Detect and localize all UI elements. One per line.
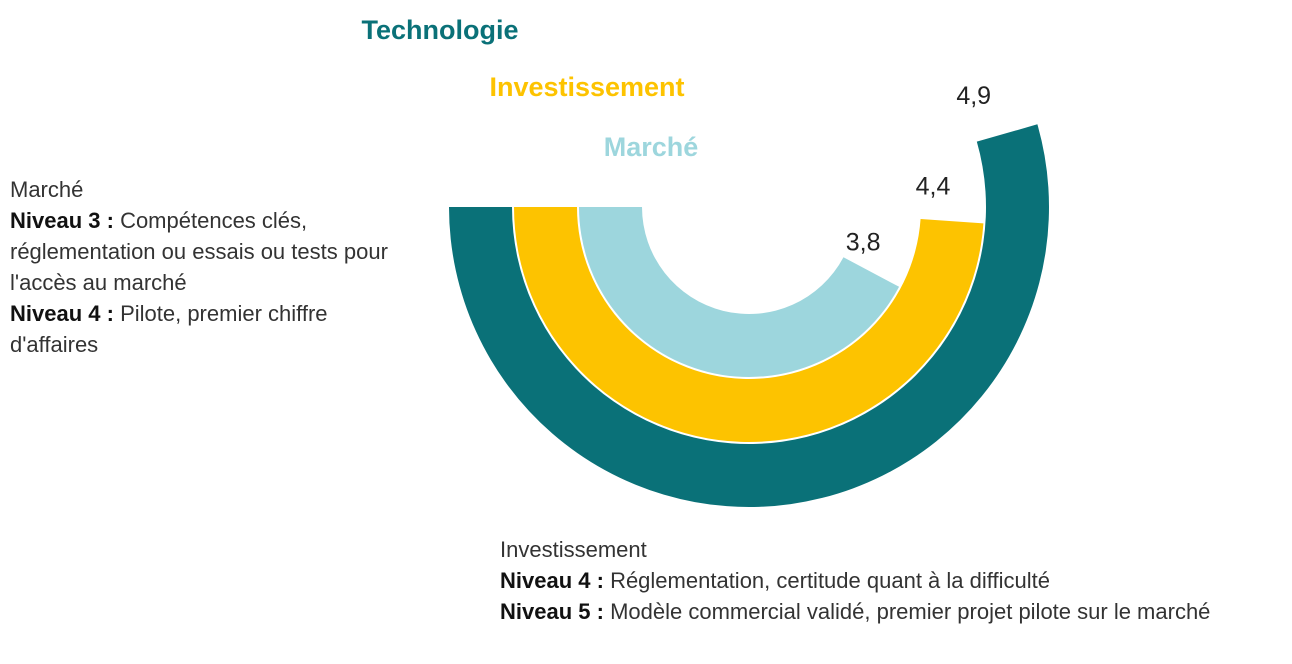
arc-bar <box>514 207 984 442</box>
value-label: 4,9 <box>956 82 991 110</box>
note-item: Niveau 5 : Modèle commercial validé, pre… <box>500 596 1290 627</box>
arc-bar <box>579 207 900 377</box>
note-investment: Investissement Niveau 4 : Réglementation,… <box>500 534 1290 627</box>
note-item-label: Niveau 4 : <box>10 301 114 326</box>
note-item: Niveau 4 : Pilote, premier chiffre d'aff… <box>10 298 420 360</box>
arc-bar <box>449 124 1049 507</box>
note-item-text: Compétences clés, réglementation ou essa… <box>10 208 388 295</box>
value-label: 3,8 <box>846 229 881 257</box>
legend-label: Marché <box>604 132 699 162</box>
note-title: Investissement <box>500 537 647 562</box>
note-item-label: Niveau 5 : <box>500 599 604 624</box>
note-title: Marché <box>10 177 84 202</box>
value-label: 4,4 <box>916 172 951 200</box>
note-item: Niveau 4 : Réglementation, certitude qua… <box>500 565 1290 596</box>
legend-label: Investissement <box>489 72 684 102</box>
note-item-label: Niveau 4 : <box>500 568 604 593</box>
note-market: Marché Niveau 3 : Compétences clés, régle… <box>10 174 420 360</box>
note-item-label: Niveau 3 : <box>10 208 114 233</box>
note-item-text: Pilote, premier chiffre d'affaires <box>10 301 328 357</box>
note-item-text: Modèle commercial validé, premier projet… <box>610 599 1211 624</box>
note-item-text: Réglementation, certitude quant à la dif… <box>610 568 1050 593</box>
note-item: Niveau 3 : Compétences clés, réglementat… <box>10 205 420 298</box>
legend-label: Technologie <box>361 15 518 45</box>
